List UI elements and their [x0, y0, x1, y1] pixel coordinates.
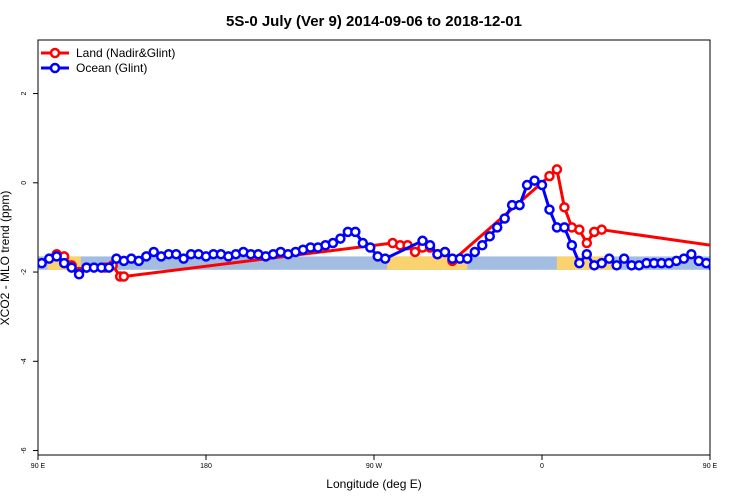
- data-point: [566, 240, 578, 251]
- data-point: [379, 253, 391, 264]
- data-point: [574, 224, 585, 235]
- data-point: [732, 266, 740, 274]
- data-point: [544, 204, 555, 215]
- data-point: [170, 248, 182, 260]
- data-point: [708, 263, 710, 272]
- data-point: [717, 270, 725, 278]
- data-point: [148, 246, 159, 258]
- data-point: [581, 237, 593, 249]
- legend: Land (Nadir&Glint) Ocean (Glint): [41, 46, 175, 75]
- x-tick-label: 0: [540, 463, 544, 470]
- land-band-segment: [387, 256, 468, 270]
- legend-label-ocean: Ocean (Glint): [76, 61, 147, 75]
- y-tick-label: -6: [21, 447, 28, 453]
- data-point: [409, 246, 421, 258]
- data-point: [51, 251, 62, 262]
- data-point: [536, 179, 548, 191]
- legend-marker-land: [49, 47, 61, 59]
- data-point: [327, 237, 339, 249]
- legend-marker-ocean: [49, 62, 61, 74]
- data-point: [611, 260, 622, 271]
- data-point: [141, 251, 152, 262]
- data-point: [499, 213, 510, 224]
- data-point: [484, 231, 495, 242]
- data-point: [350, 226, 361, 238]
- data-point: [514, 199, 525, 211]
- data-point: [596, 224, 607, 235]
- data-point: [603, 253, 615, 264]
- series-ocean: [38, 175, 748, 280]
- data-point: [357, 237, 369, 249]
- legend-label-land: Land (Nadir&Glint): [76, 46, 175, 60]
- data-series: [38, 164, 748, 282]
- y-tick-label: 2: [21, 92, 28, 96]
- data-point: [118, 271, 130, 282]
- data-point: [725, 264, 733, 272]
- data-point: [365, 242, 376, 253]
- data-point: [529, 175, 540, 186]
- data-point: [439, 246, 451, 258]
- data-point: [521, 179, 533, 191]
- data-point: [58, 257, 70, 269]
- x-axis: 90 E 180 90 W 0 90 E: [31, 455, 718, 470]
- data-point: [469, 246, 481, 258]
- data-point: [424, 240, 436, 251]
- y-tick-label: 0: [21, 181, 28, 185]
- x-tick-label: 180: [200, 463, 212, 470]
- data-point: [678, 253, 690, 264]
- data-point: [477, 240, 488, 251]
- data-point: [559, 222, 570, 233]
- data-point: [686, 248, 697, 260]
- x-axis-label: Longitude (deg E): [326, 477, 421, 491]
- data-point: [551, 164, 563, 175]
- data-point: [38, 257, 47, 269]
- data-point: [581, 248, 593, 260]
- data-point: [618, 253, 630, 264]
- data-point: [133, 255, 145, 267]
- data-point: [66, 262, 77, 273]
- x-tick-label: 90 E: [31, 463, 46, 470]
- data-point: [178, 253, 189, 264]
- data-point: [574, 257, 585, 269]
- data-point: [559, 202, 570, 213]
- x-tick-label: 90 E: [703, 463, 718, 470]
- data-point: [417, 235, 428, 247]
- data-point: [73, 269, 85, 280]
- data-point: [701, 257, 710, 269]
- data-point: [740, 266, 748, 274]
- y-axis-label: XCO2 - MLO trend (ppm): [0, 191, 12, 326]
- data-point: [462, 253, 473, 264]
- chart-title: 5S-0 July (Ver 9) 2014-09-06 to 2018-12-…: [226, 13, 522, 30]
- y-tick-label: -2: [21, 269, 28, 275]
- data-point: [491, 222, 503, 233]
- x-tick-label: 90 W: [366, 463, 383, 470]
- data-point: [544, 170, 555, 182]
- data-point: [596, 257, 607, 269]
- y-axis: 2 0 -2 -4 -6: [21, 92, 38, 454]
- data-point: [103, 262, 115, 273]
- data-point: [335, 233, 346, 244]
- y-tick-label: -4: [21, 358, 28, 364]
